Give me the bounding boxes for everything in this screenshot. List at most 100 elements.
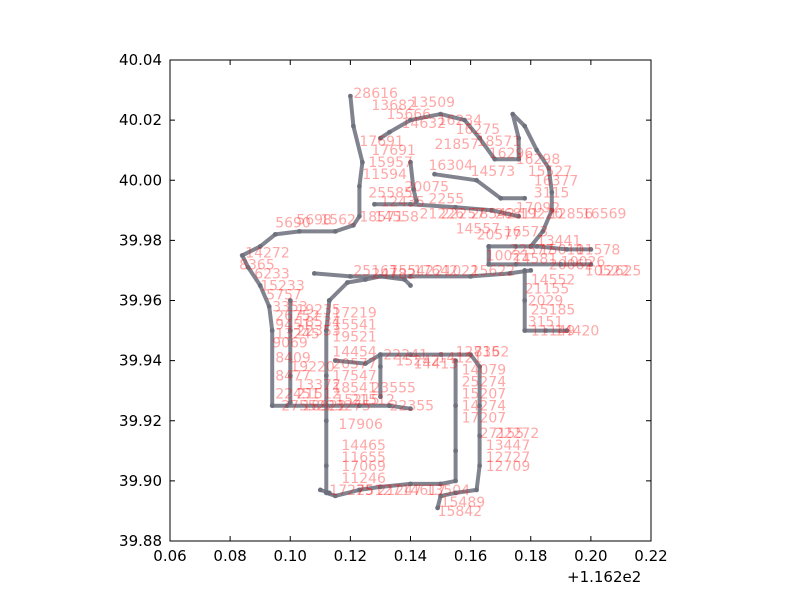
point-label: 12709 <box>486 459 531 475</box>
point-label: 15842 <box>438 504 483 520</box>
point-label: 28542 <box>471 206 516 222</box>
x-tick-label: 0.14 <box>394 547 427 565</box>
point-label: 15242 <box>396 354 441 370</box>
x-tick-label: 0.22 <box>634 547 667 565</box>
track-point <box>332 358 338 363</box>
point-label: 16304 <box>429 158 474 174</box>
point-label: 15622 <box>471 263 516 279</box>
point-label: 13245 <box>275 327 320 343</box>
track-point <box>474 177 479 183</box>
track-point <box>311 271 317 276</box>
track-point <box>326 490 332 496</box>
track-point <box>534 147 540 153</box>
point-label: 19220 <box>290 360 335 376</box>
track-point <box>378 274 383 279</box>
track-point <box>522 328 528 333</box>
track-point <box>287 328 293 333</box>
point-label: 17906 <box>338 417 383 433</box>
point-label: 2255 <box>429 191 465 207</box>
track-point <box>453 403 458 409</box>
point-label: 22577 <box>510 242 555 258</box>
track-segment <box>333 352 482 510</box>
point-label: 14079 <box>462 363 507 379</box>
track-point <box>507 271 513 276</box>
track-point <box>522 123 528 129</box>
track-point <box>534 244 540 249</box>
track-point <box>287 373 293 379</box>
track-point <box>269 328 275 333</box>
point-label: 25127 <box>356 483 401 499</box>
point-label: 9451 <box>275 318 311 334</box>
track-point <box>486 262 492 267</box>
point-label: 17642 <box>414 263 459 279</box>
y-tick-label: 39.90 <box>119 472 162 490</box>
point-label: 17219 <box>332 306 377 322</box>
track-point <box>402 277 407 282</box>
point-label: 28616 <box>353 86 398 102</box>
track-point <box>432 171 437 177</box>
point-label: 22257 <box>441 206 486 222</box>
point-label: 14272 <box>245 245 290 261</box>
track-point <box>351 222 356 228</box>
track-point <box>453 358 458 363</box>
track-point <box>332 229 338 234</box>
point-label: 20062 <box>549 257 594 273</box>
point-label: 21247 <box>377 483 422 499</box>
track-point <box>453 448 458 454</box>
point-label: 24782 <box>371 266 416 282</box>
point-label: 17691 <box>359 134 404 150</box>
point-label: 15541 <box>332 318 377 334</box>
point-label: 11578 <box>576 242 621 258</box>
track-point <box>438 111 443 117</box>
point-label: 18571 <box>359 209 404 225</box>
track-point <box>438 493 443 499</box>
point-label: 11246 <box>341 471 386 487</box>
track-point <box>477 135 482 141</box>
track-point <box>378 394 383 400</box>
point-label: 23275 <box>326 399 371 415</box>
track-point <box>348 93 353 99</box>
track-point <box>516 135 522 141</box>
point-label: 17092 <box>516 200 561 216</box>
point-label: 20577 <box>332 357 377 373</box>
x-tick-label: 0.08 <box>213 547 246 565</box>
track-point <box>522 268 528 273</box>
x-offset-label: +1.162e2 <box>567 568 641 586</box>
point-label: 14573 <box>471 164 516 180</box>
point-label: 17069 <box>341 459 386 475</box>
x-tick-label: 0.12 <box>334 547 367 565</box>
track-point <box>474 487 479 493</box>
point-label: 14581 <box>513 251 558 267</box>
track-point <box>257 244 263 249</box>
point-label: 15666 <box>387 107 432 123</box>
track-point <box>266 304 272 309</box>
track-point <box>245 265 251 270</box>
point-label: 6233 <box>254 266 290 282</box>
point-label: 15233 <box>260 279 305 295</box>
track-point <box>323 418 329 424</box>
point-label: 14413 <box>414 357 459 373</box>
point-label: 14121 <box>438 351 483 367</box>
point-label: 25274 <box>462 375 507 391</box>
track-point <box>378 135 383 141</box>
track-point <box>272 232 278 237</box>
track-point <box>522 298 528 303</box>
track-point <box>357 183 362 189</box>
point-label: 15957 <box>368 155 413 171</box>
y-tick-label: 39.92 <box>119 412 162 430</box>
point-label: 2029 <box>528 294 564 310</box>
point-label: 17275 <box>329 483 374 499</box>
track-point <box>269 403 275 409</box>
track-point <box>378 364 383 369</box>
track-point <box>414 198 419 204</box>
track-point <box>453 204 458 210</box>
point-label: 14465 <box>341 438 386 454</box>
track-point <box>549 207 555 213</box>
point-label: 11655 <box>341 450 386 466</box>
point-label: 18534 <box>296 315 341 331</box>
point-label: 16377 <box>534 173 579 189</box>
point-label: 27552 <box>281 399 326 415</box>
point-label: 13372 <box>296 378 341 394</box>
point-label: 5698 <box>296 212 332 228</box>
point-label: 22272 <box>495 426 540 442</box>
